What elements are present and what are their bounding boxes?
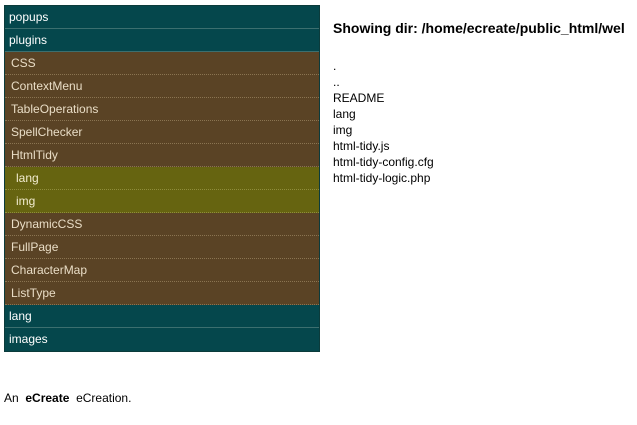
- tree-item-charactermap[interactable]: CharacterMap: [5, 259, 319, 282]
- file-list-item[interactable]: img: [333, 123, 353, 137]
- footer-suffix: eCreation.: [76, 391, 132, 405]
- footer-credit: An eCreate eCreation.: [4, 391, 131, 405]
- tree-item-plugins[interactable]: plugins: [5, 29, 319, 52]
- directory-heading: Showing dir: /home/ecreate/public_html/w…: [333, 20, 625, 36]
- directory-tree: popups plugins CSS ContextMenu TableOper…: [4, 5, 320, 352]
- file-list-item[interactable]: lang: [333, 107, 356, 121]
- file-list-item[interactable]: ..: [333, 75, 340, 89]
- tree-item-tableoperations[interactable]: TableOperations: [5, 98, 319, 121]
- file-list-item[interactable]: .: [333, 59, 337, 73]
- tree-item-htmltidy-img[interactable]: img: [5, 190, 319, 213]
- file-list-item[interactable]: html-tidy.js: [333, 139, 390, 153]
- file-list-item[interactable]: html-tidy-config.cfg: [333, 155, 434, 169]
- tree-item-popups[interactable]: popups: [5, 6, 319, 29]
- footer-brand: eCreate: [25, 391, 70, 405]
- tree-item-contextmenu[interactable]: ContextMenu: [5, 75, 319, 98]
- tree-item-listtype[interactable]: ListType: [5, 282, 319, 305]
- tree-item-htmltidy[interactable]: HtmlTidy: [5, 144, 319, 167]
- tree-item-htmltidy-lang[interactable]: lang: [5, 167, 319, 190]
- tree-item-css[interactable]: CSS: [5, 52, 319, 75]
- tree-item-dynamiccss[interactable]: DynamicCSS: [5, 213, 319, 236]
- file-list: . .. README lang img html-tidy.js html-t…: [333, 58, 434, 186]
- tree-item-images[interactable]: images: [5, 328, 319, 351]
- footer-prefix: An: [4, 391, 19, 405]
- tree-item-lang[interactable]: lang: [5, 305, 319, 328]
- tree-item-fullpage[interactable]: FullPage: [5, 236, 319, 259]
- file-list-item[interactable]: README: [333, 91, 385, 105]
- tree-item-spellchecker[interactable]: SpellChecker: [5, 121, 319, 144]
- file-list-item[interactable]: html-tidy-logic.php: [333, 171, 431, 185]
